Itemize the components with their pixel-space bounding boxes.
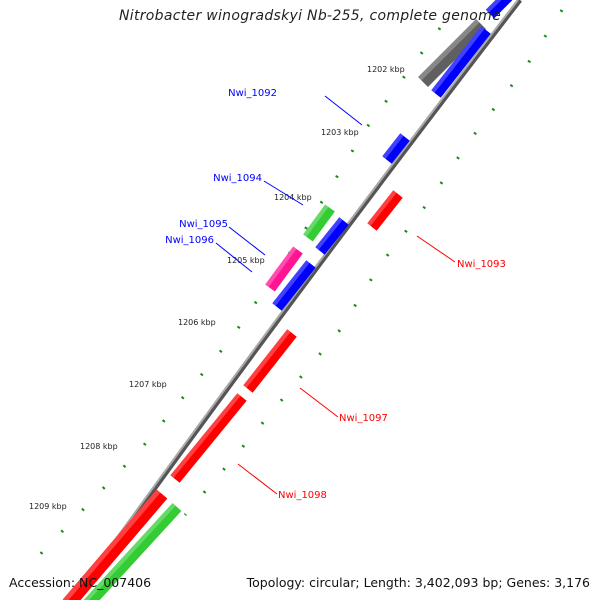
gene-label[interactable]: Nwi_1098 [278,490,327,501]
genome-summary-text: Topology: circular; Length: 3,402,093 bp… [246,575,590,590]
gene-label[interactable]: Nwi_1092 [228,88,277,99]
tick-label: 1206 kbp [178,318,216,327]
gene-Nwi_1098[interactable] [170,393,247,483]
gene-leader-line [416,235,456,263]
tick-label: 1207 kbp [129,380,167,389]
gene-Nwi_1093[interactable] [367,190,403,231]
tick-label: 1209 kbp [29,502,67,511]
gene-Nwi_1095-pseudo[interactable] [265,246,303,292]
accession-text: Accession: NC_007406 [9,575,152,590]
gene-Nwi_1094-rna[interactable] [303,204,335,242]
gene-Nwi_1094[interactable] [315,217,349,255]
gene-leader-line [228,226,266,256]
gene-Nwi_1097[interactable] [243,329,297,393]
gene-Nwi_1092[interactable] [382,133,410,164]
feature-gray[interactable] [418,19,486,87]
tick-label: 1202 kbp [367,65,405,74]
inner-tick-ring [28,27,442,567]
gene-Nwi_1096[interactable] [272,260,316,311]
feature-red-bottom[interactable] [62,489,168,600]
tick-label: 1203 kbp [321,128,359,137]
gene-leader-line [263,180,304,206]
feature-blue-top[interactable] [485,0,513,19]
gene-label[interactable]: Nwi_1096 [165,235,214,246]
feature-green-bottom[interactable] [83,502,182,600]
tick-label: 1208 kbp [80,442,118,451]
map-title: Nitrobacter winogradskyi Nb-255, complet… [119,8,502,24]
gene-leader-line [299,387,339,418]
feature-blue-large[interactable] [431,26,491,98]
tick-label: 1205 kbp [227,256,265,265]
gene-label[interactable]: Nwi_1094 [213,173,262,184]
gene-label[interactable]: Nwi_1093 [457,259,506,270]
gene-leader-line [215,242,253,273]
gene-label[interactable]: Nwi_1097 [339,413,388,424]
gene-leader-line [324,95,363,126]
gene-leader-line [237,463,278,495]
backbone-highlight [71,0,519,600]
tick-label: 1204 kbp [274,193,312,202]
backbone [71,0,522,600]
gene-label[interactable]: Nwi_1095 [179,219,228,230]
